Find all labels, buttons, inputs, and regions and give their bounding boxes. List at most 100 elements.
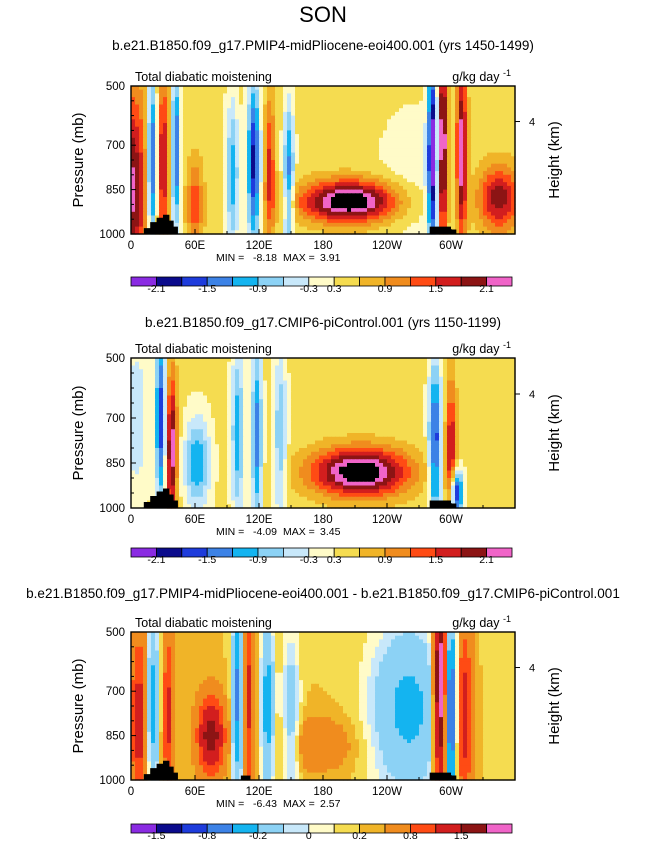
x-tick-label: 180 [313, 240, 332, 252]
min-label: MIN = [216, 798, 244, 810]
right-tick-label: 4 [529, 117, 535, 129]
colorbar-label: 2.1 [479, 283, 494, 295]
y-tick-label: 700 [106, 140, 125, 152]
colorbar-label: -0.8 [198, 830, 216, 842]
x-tick-label: 180 [313, 514, 332, 526]
colorbar-label: -0.9 [249, 283, 267, 295]
terrain-tibet [143, 760, 178, 780]
max-value: 3.45 [320, 526, 341, 538]
y-tick-label: 500 [106, 627, 125, 639]
min-label: MIN = [216, 252, 244, 264]
x-tick-label: 120E [246, 786, 273, 798]
heatmap-field [131, 632, 516, 781]
y-tick-label: 850 [106, 458, 125, 470]
terrain-tibet [143, 488, 178, 508]
y-axis-title-right: Height (km) [546, 667, 563, 745]
colorbar-label: -1.5 [198, 283, 216, 295]
colorbar: -2.1 -1.5 -0.9 -0.3 0.3 0.9 1.5 2.1 [130, 547, 513, 566]
left-string: Total diabatic moistening [135, 70, 272, 84]
heatmap-field [131, 86, 516, 235]
y-tick-label: 850 [106, 731, 125, 743]
colorbar-swatch [486, 823, 513, 834]
max-label: MAX = [283, 526, 315, 538]
min-value: -4.09 [253, 526, 277, 538]
y-tick-label: 1000 [99, 775, 125, 787]
max-value: 3.91 [320, 252, 341, 264]
colorbar-label: -1.5 [198, 554, 216, 566]
colorbar-label: 2.1 [479, 554, 494, 566]
x-tick-label: 60E [185, 240, 206, 252]
chart-title: b.e21.B1850.f09_g17.PMIP4-midPliocene-eo… [26, 586, 620, 601]
terrain-andes [429, 772, 457, 780]
colorbar-label: 0.9 [378, 283, 393, 295]
colorbar-label: 0.3 [327, 283, 342, 295]
colorbar-label: 0.2 [352, 830, 367, 842]
y-tick-label: 850 [106, 185, 125, 197]
x-tick-label: 60W [439, 240, 463, 252]
y-tick-label: 500 [106, 353, 125, 365]
x-tick-label: 120W [372, 786, 402, 798]
colorbar-label: 1.5 [428, 554, 443, 566]
x-tick-label: 60E [185, 786, 206, 798]
terrain-mask [143, 488, 457, 508]
min-value: -8.18 [253, 252, 277, 264]
left-string: Total diabatic moistening [135, 342, 272, 356]
y-tick-label: 1000 [99, 503, 125, 515]
colorbar-label: -0.9 [249, 554, 267, 566]
x-tick-label: 0 [128, 514, 134, 526]
colorbar-swatch [486, 547, 513, 558]
colorbar-label: 0.9 [378, 554, 393, 566]
min-label: MIN = [216, 526, 244, 538]
y-tick-label: 1000 [99, 229, 125, 241]
x-tick-label: 0 [128, 240, 134, 252]
y-axis-title: Pressure (mb) [70, 658, 87, 753]
y-tick-label: 700 [106, 686, 125, 698]
colorbar: -2.1 -1.5 -0.9 -0.3 0.3 0.9 1.5 2.1 [130, 276, 513, 295]
min-value: -6.43 [253, 798, 277, 810]
colorbar-label: 1.5 [454, 830, 469, 842]
x-tick-label: 60E [185, 514, 206, 526]
chart-title: b.e21.B1850.f09_g17.CMIP6-piControl.001 … [145, 315, 501, 330]
terrain-mask [143, 760, 457, 780]
colorbar-label: 0 [306, 830, 312, 842]
colorbar-label: -0.3 [300, 554, 318, 566]
chart-title: b.e21.B1850.f09_g17.PMIP4-midPliocene-eo… [112, 38, 534, 53]
chart-panel-1: b.e21.B1850.f09_g17.PMIP4-midPliocene-eo… [70, 38, 563, 295]
terrain-tibet [143, 214, 178, 234]
chart-panel-2: b.e21.B1850.f09_g17.CMIP6-piControl.001 … [70, 315, 563, 566]
y-axis-title: Pressure (mb) [70, 112, 87, 207]
page-title: SON [299, 2, 347, 27]
colorbar: -1.5 -0.8 -0.2 0 0.2 0.8 1.5 [130, 823, 513, 842]
max-label: MAX = [283, 252, 315, 264]
right-tick-label: 4 [529, 389, 535, 401]
max-value: 2.57 [320, 798, 341, 810]
y-tick-label: 500 [106, 81, 125, 93]
max-label: MAX = [283, 798, 315, 810]
colorbar-label: -0.3 [300, 283, 318, 295]
y-axis-title-right: Height (km) [546, 394, 563, 472]
y-axis-title-right: Height (km) [546, 121, 563, 199]
x-tick-label: 60W [439, 786, 463, 798]
colorbar-label: -1.5 [147, 830, 165, 842]
terrain-andes [429, 500, 457, 508]
colorbar-label: -0.2 [249, 830, 267, 842]
x-tick-label: 60W [439, 514, 463, 526]
units-label: g/kg day -1 [452, 68, 511, 84]
colorbar-label: 1.5 [428, 283, 443, 295]
terrain-andes [429, 226, 457, 234]
colorbar-label: 0.3 [327, 554, 342, 566]
left-string: Total diabatic moistening [135, 616, 272, 630]
terrain-small [240, 775, 251, 780]
units-label: g/kg day -1 [452, 614, 511, 630]
x-tick-label: 0 [128, 786, 134, 798]
x-tick-label: 120W [372, 514, 402, 526]
x-tick-label: 120E [246, 514, 273, 526]
x-tick-label: 120E [246, 240, 273, 252]
y-axis-title: Pressure (mb) [70, 385, 87, 480]
x-tick-label: 180 [313, 786, 332, 798]
colorbar-swatch [486, 276, 513, 287]
colorbar-label: 0.8 [403, 830, 418, 842]
colorbar-label: -2.1 [147, 283, 165, 295]
units-label: g/kg day -1 [452, 340, 511, 356]
